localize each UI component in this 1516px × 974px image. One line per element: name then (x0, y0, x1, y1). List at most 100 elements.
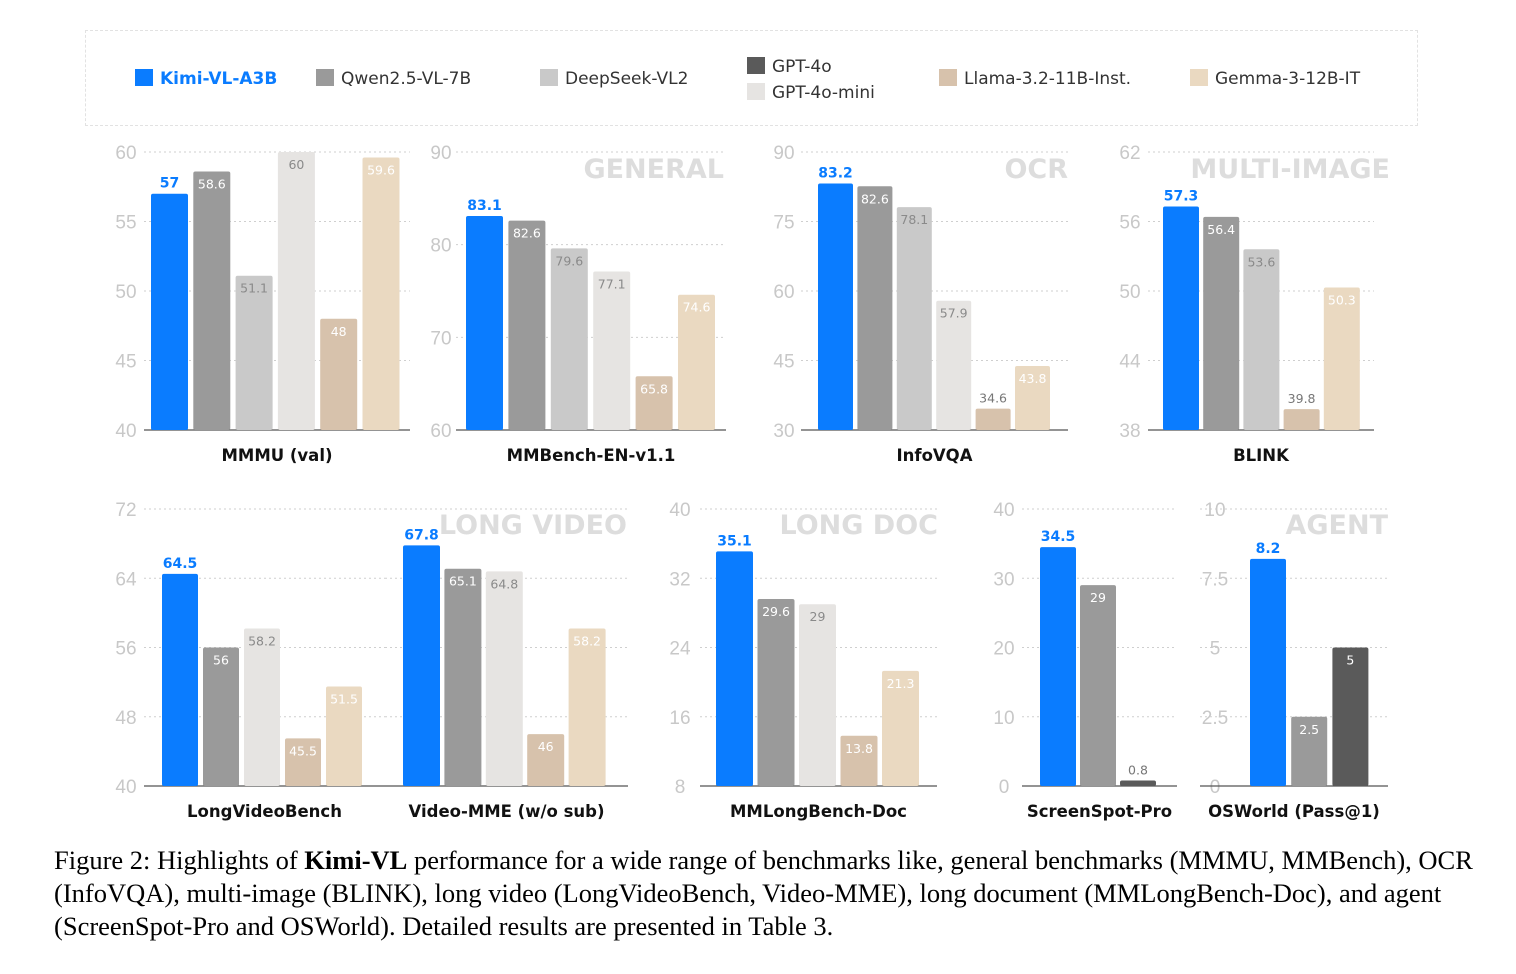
data-label-blink-gemma-3-12b-it: 50.3 (1328, 293, 1356, 308)
bar-blink-llama-3-2-11b-inst (1283, 409, 1320, 430)
y-tick-label-longvideobench: 40 (115, 777, 136, 798)
y-tick-label-blink: 38 (1119, 421, 1140, 442)
figure-caption: Figure 2: Highlights of Kimi-VL performa… (54, 844, 1474, 943)
bar-mmmu-val-deepseek-vl2 (235, 275, 273, 430)
bar-video-mme-w-o-sub-qwen2-5-vl-7b (444, 568, 482, 786)
y-tick-label-infovqa: 75 (773, 213, 794, 234)
data-label-infovqa-kimi-vl-a3b: 83.2 (818, 166, 853, 182)
benchmark-bar-charts: Kimi-VL-A3B Qwen2.5-VL-7B DeepSeek-VL2 GPT-… (115, 57, 1390, 821)
data-label-mmmu-val-llama-3-2-11b-inst: 48 (331, 324, 347, 339)
y-tick-label-mmmu-val: 55 (115, 213, 136, 234)
y-tick-label-infovqa: 60 (773, 282, 794, 303)
y-tick-label-longvideobench: 64 (115, 569, 137, 590)
y-tick-label-screenspot-pro: 30 (993, 569, 1014, 590)
y-tick-label-mmlongbench-doc: 32 (669, 569, 690, 590)
bar-blink-gemma-3-12b-it (1323, 287, 1360, 430)
legend-label-llama-3-2-11b-inst: Llama-3.2-11B-Inst. (964, 69, 1131, 89)
data-label-mmlongbench-doc-kimi-vl-a3b: 35.1 (717, 533, 752, 549)
bar-longvideobench-llama-3-2-11b-inst (285, 738, 321, 786)
data-label-infovqa-gemma-3-12b-it: 43.8 (1019, 371, 1047, 386)
bar-video-mme-w-o-sub-gpt-4o-mini (485, 571, 523, 786)
bar-longvideobench-qwen2-5-vl-7b (203, 647, 239, 786)
bar-mmbench-en-v1-1-kimi-vl-a3b (466, 215, 503, 430)
benchmark-label-screenspot-pro: ScreenSpot-Pro (1027, 802, 1172, 821)
legend-swatch-gpt-4o-mini (747, 83, 765, 100)
y-tick-label-mmbench-en-v1-1: 60 (430, 421, 451, 442)
data-label-osworld-pass-1-qwen2-5-vl-7b: 2.5 (1299, 722, 1319, 737)
bar-mmbench-en-v1-1-gpt-4o-mini (593, 271, 631, 430)
bar-mmmu-val-llama-3-2-11b-inst (320, 318, 358, 430)
data-label-mmlongbench-doc-gpt-4o-mini: 29 (810, 609, 826, 624)
bar-infovqa-qwen2-5-vl-7b (857, 186, 893, 430)
data-label-video-mme-w-o-sub-llama-3-2-11b-inst: 46 (538, 739, 554, 754)
data-label-infovqa-qwen2-5-vl-7b: 82.6 (861, 191, 889, 206)
caption-rest: performance for a wide range of benchmar… (54, 845, 1473, 941)
benchmark-label-mmbench-en-v1-1: MMBench-EN-v1.1 (507, 446, 676, 465)
y-tick-label-longvideobench: 48 (115, 708, 136, 729)
bar-longvideobench-kimi-vl-a3b (162, 573, 198, 786)
data-label-blink-llama-3-2-11b-inst: 39.8 (1288, 391, 1316, 406)
data-label-mmlongbench-doc-qwen2-5-vl-7b: 29.6 (762, 604, 790, 619)
bar-mmmu-val-gemma-3-12b-it (362, 157, 400, 430)
y-tick-label-infovqa: 30 (773, 421, 794, 442)
benchmark-label-infovqa: InfoVQA (897, 446, 973, 465)
y-tick-label-infovqa: 45 (773, 352, 794, 373)
bar-infovqa-gemma-3-12b-it (1015, 366, 1050, 430)
legend-swatch-llama-3-2-11b-inst (939, 69, 957, 86)
y-tick-label-mmmu-val: 40 (115, 421, 136, 442)
y-tick-label-mmlongbench-doc: 8 (675, 777, 686, 798)
bar-osworld-pass-1-qwen2-5-vl-7b (1291, 716, 1328, 786)
y-tick-label-longvideobench: 56 (115, 639, 136, 660)
bar-mmbench-en-v1-1-deepseek-vl2 (550, 248, 588, 430)
y-tick-label-mmlongbench-doc: 24 (669, 639, 691, 660)
bar-mmlongbench-doc-gpt-4o-mini (799, 604, 836, 786)
data-label-mmbench-en-v1-1-qwen2-5-vl-7b: 82.6 (513, 226, 541, 241)
legend-label-gpt-4o-mini: GPT-4o-mini (772, 83, 875, 103)
y-tick-label-mmlongbench-doc: 16 (669, 708, 690, 729)
bar-screenspot-pro-kimi-vl-a3b (1040, 547, 1076, 786)
legend-swatch-kimi-vl-a3b (135, 69, 153, 86)
benchmark-label-mmlongbench-doc: MMLongBench-Doc (730, 802, 907, 821)
y-tick-label-blink: 62 (1119, 143, 1140, 164)
legend-swatch-qwen2-5-vl-7b (316, 69, 334, 86)
data-label-longvideobench-kimi-vl-a3b: 64.5 (163, 556, 198, 572)
bar-blink-kimi-vl-a3b (1163, 206, 1199, 430)
y-tick-label-mmmu-val: 60 (115, 143, 136, 164)
bar-video-mme-w-o-sub-gemma-3-12b-it (568, 628, 606, 786)
legend-label-gpt-4o: GPT-4o (772, 57, 832, 77)
bar-infovqa-kimi-vl-a3b (818, 183, 853, 430)
bar-mmbench-en-v1-1-qwen2-5-vl-7b (508, 220, 546, 430)
bar-mmmu-val-qwen2-5-vl-7b (193, 171, 231, 430)
legend-label-deepseek-vl2: DeepSeek-VL2 (565, 69, 688, 89)
section-label-general: GENERAL (583, 154, 724, 185)
data-label-longvideobench-gpt-4o-mini: 58.2 (248, 633, 276, 648)
legend-swatch-gemma-3-12b-it (1190, 69, 1208, 86)
bar-osworld-pass-1-gpt-4o (1332, 647, 1369, 786)
data-label-infovqa-llama-3-2-11b-inst: 34.6 (979, 391, 1007, 406)
bar-mmmu-val-gpt-4o-mini (277, 152, 315, 430)
data-label-mmbench-en-v1-1-gpt-4o-mini: 77.1 (598, 277, 626, 292)
section-label-multi-image: MULTI-IMAGE (1190, 154, 1390, 185)
benchmark-label-video-mme-w-o-sub: Video-MME (w/o sub) (409, 802, 605, 821)
data-label-video-mme-w-o-sub-gpt-4o-mini: 64.8 (490, 576, 518, 591)
y-tick-label-screenspot-pro: 40 (993, 500, 1014, 521)
section-label-ocr: OCR (1004, 154, 1068, 185)
bar-infovqa-deepseek-vl2 (896, 207, 932, 430)
bar-mmmu-val-kimi-vl-a3b (151, 193, 188, 430)
data-label-mmbench-en-v1-1-gemma-3-12b-it: 74.6 (683, 300, 711, 315)
data-label-longvideobench-gemma-3-12b-it: 51.5 (330, 691, 358, 706)
data-label-blink-kimi-vl-a3b: 57.3 (1164, 188, 1199, 204)
bar-screenspot-pro-qwen2-5-vl-7b (1080, 585, 1116, 786)
y-tick-label-blink: 50 (1119, 282, 1140, 303)
bar-longvideobench-gpt-4o-mini (244, 628, 280, 786)
bar-mmbench-en-v1-1-llama-3-2-11b-inst (635, 376, 673, 430)
bar-mmlongbench-doc-llama-3-2-11b-inst (840, 735, 878, 786)
y-tick-label-screenspot-pro: 0 (999, 777, 1010, 798)
data-label-mmlongbench-doc-gemma-3-12b-it: 21.3 (887, 676, 915, 691)
benchmark-label-osworld-pass-1: OSWorld (Pass@1) (1208, 802, 1380, 821)
bar-blink-deepseek-vl2 (1243, 249, 1280, 430)
bar-blink-qwen2-5-vl-7b (1203, 216, 1240, 430)
y-tick-label-mmmu-val: 45 (115, 352, 136, 373)
y-tick-label-mmlongbench-doc: 40 (669, 500, 690, 521)
bar-longvideobench-gemma-3-12b-it (326, 686, 362, 786)
